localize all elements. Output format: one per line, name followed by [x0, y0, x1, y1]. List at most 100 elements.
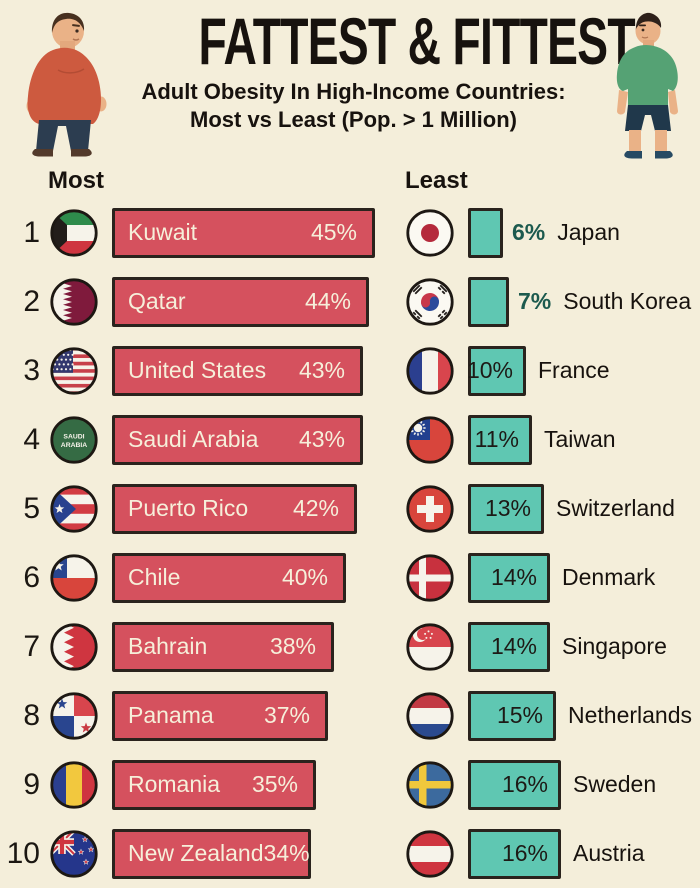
country-label: France [538, 357, 610, 383]
obesity-bar-least: 16% [468, 828, 561, 879]
country-label: Kuwait [128, 219, 198, 245]
saudi-arabia-flag-icon: SAUDI ARABIA [50, 415, 98, 464]
sweden-flag-icon [406, 760, 454, 809]
rank-label: 2 [23, 284, 40, 318]
qatar-flag-icon [50, 277, 98, 326]
obesity-bar-most: New Zealand 34% [112, 828, 311, 879]
most-row-puerto-rico: 5 Puerto Rico 42% [0, 474, 398, 543]
least-row-singapore: 14% Singapore [398, 612, 700, 681]
obesity-bar-least: 15% [468, 690, 556, 741]
percent-label: 44% [304, 288, 351, 314]
singapore-flag-icon [406, 622, 454, 671]
least-row-taiwan: 11% Taiwan [398, 405, 700, 474]
obesity-bar-least: 13% [468, 483, 544, 534]
obesity-bar-least: 11% [468, 414, 532, 465]
most-row-panama: 8 Panama 37% [0, 681, 398, 750]
obesity-bar-most: United States 43% [112, 345, 363, 396]
obesity-bar-least: 14% [468, 621, 550, 672]
least-row-south-korea: 7% South Korea [398, 267, 700, 336]
japan-flag-icon [406, 208, 454, 257]
obesity-bar-most: Panama 37% [112, 690, 328, 741]
least-row-france: 10% France [398, 336, 700, 405]
title-block: FATTEST & FITTEST Adult Obesity In High-… [105, 8, 635, 134]
taiwan-flag-icon [406, 415, 454, 464]
country-label: Panama [128, 702, 214, 728]
most-column-label: Most [48, 167, 104, 194]
country-label: Taiwan [544, 426, 616, 452]
svg-text:SAUDI: SAUDI [63, 433, 84, 440]
percent-label: 43% [298, 357, 345, 383]
rank-label: 1 [23, 215, 40, 249]
obesity-bar-least: 16% [468, 759, 561, 810]
country-label: Singapore [562, 633, 667, 659]
most-row-united-states: 3 United States 43% [0, 336, 398, 405]
bahrain-flag-icon [50, 622, 98, 671]
rank-label: 7 [23, 629, 40, 663]
chile-flag-icon [50, 553, 98, 602]
fit-man-icon [602, 10, 696, 162]
united-states-flag-icon [50, 346, 98, 395]
obesity-bar-most: Kuwait 45% [112, 207, 375, 258]
puerto-rico-flag-icon [50, 484, 98, 533]
new-zealand-flag-icon [50, 829, 98, 878]
percent-label: 14% [490, 564, 537, 590]
percent-label: 13% [484, 495, 531, 521]
percent-label: 37% [263, 702, 310, 728]
percent-label: 7% [518, 288, 552, 314]
romania-flag-icon [50, 760, 98, 809]
country-label: Chile [128, 564, 181, 590]
least-column-label: Least [405, 167, 468, 194]
least-row-sweden: 16% Sweden [398, 750, 700, 819]
most-row-chile: 6 Chile 40% [0, 543, 398, 612]
overweight-man-icon [12, 8, 114, 160]
obesity-bar-least [468, 276, 509, 327]
country-label: United States [128, 357, 267, 383]
subtitle-line-2: Most vs Least (Pop. > 1 Million) [190, 107, 517, 133]
most-ranking-list: 1 Kuwait 45% 2 Qatar 44% 3 United States 43% 4 SAU… [0, 198, 398, 888]
country-label: Puerto Rico [128, 495, 249, 521]
most-row-romania: 9 Romania 35% [0, 750, 398, 819]
rank-label: 3 [23, 353, 40, 387]
country-label: Japan [557, 219, 620, 245]
country-label: Austria [573, 840, 645, 866]
obesity-bar-most: Saudi Arabia 43% [112, 414, 363, 465]
country-label: Sweden [573, 771, 657, 797]
country-label: Bahrain [128, 633, 208, 659]
obesity-bar-most: Romania 35% [112, 759, 316, 810]
rank-label: 8 [23, 698, 40, 732]
least-row-japan: 6% Japan [398, 198, 700, 267]
rank-label: 10 [6, 836, 40, 870]
obesity-bar-least: 14% [468, 552, 550, 603]
country-label: Qatar [128, 288, 186, 314]
subtitle-line-1: Adult Obesity In High-Income Countries: [141, 79, 566, 104]
rank-label: 4 [23, 422, 40, 456]
header: FATTEST & FITTEST Adult Obesity In High-… [0, 0, 700, 166]
rank-label: 6 [23, 560, 40, 594]
country-label: South Korea [563, 288, 692, 314]
country-label: Saudi Arabia [128, 426, 259, 452]
rank-label: 5 [23, 491, 40, 525]
switzerland-flag-icon [406, 484, 454, 533]
country-label: Switzerland [556, 495, 675, 521]
rank-label: 9 [23, 767, 40, 801]
country-label: New Zealand [128, 840, 264, 866]
obesity-bar-most: Puerto Rico 42% [112, 483, 357, 534]
most-row-new-zealand: 10 New Zealand 34% [0, 819, 398, 888]
netherlands-flag-icon [406, 691, 454, 740]
page-title: FATTEST & FITTEST [198, 4, 636, 78]
percent-label: 15% [496, 702, 543, 728]
obesity-bar-least [468, 207, 503, 258]
obesity-bar-most: Chile 40% [112, 552, 346, 603]
south-korea-flag-icon [406, 277, 454, 326]
france-flag-icon [406, 346, 454, 395]
austria-flag-icon [406, 829, 454, 878]
percent-label: 42% [292, 495, 339, 521]
least-row-austria: 16% Austria [398, 819, 700, 888]
percent-label: 11% [474, 426, 519, 452]
svg-text:ARABIA: ARABIA [61, 442, 88, 449]
percent-label: 34% [263, 840, 310, 866]
least-ranking-list: 6% Japan 7% South Korea 10% France 11% Taiwan 13… [398, 198, 700, 888]
country-label: Denmark [562, 564, 656, 590]
percent-label: 40% [281, 564, 328, 590]
least-row-netherlands: 15% Netherlands [398, 681, 700, 750]
